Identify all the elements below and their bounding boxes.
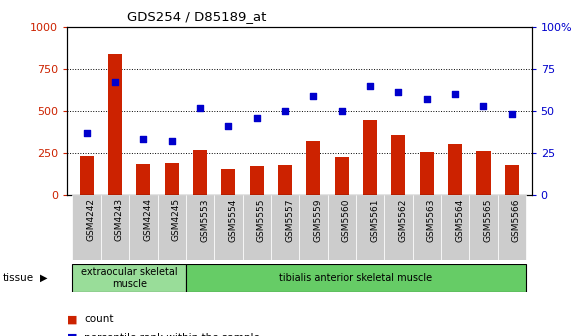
Bar — [392, 135, 406, 195]
Bar — [193, 151, 207, 195]
Text: GSM4245: GSM4245 — [171, 198, 181, 241]
Bar — [186, 195, 214, 260]
Bar — [186, 264, 526, 292]
Text: ■: ■ — [67, 333, 77, 336]
Bar — [497, 195, 526, 260]
Bar — [73, 264, 186, 292]
Bar — [137, 164, 150, 195]
Point — [365, 83, 375, 88]
Bar — [101, 195, 129, 260]
Bar — [476, 151, 490, 195]
Text: GSM5563: GSM5563 — [427, 198, 436, 242]
Text: GSM4243: GSM4243 — [115, 198, 124, 241]
Text: ▶: ▶ — [40, 273, 47, 283]
Point — [167, 138, 176, 144]
Bar — [221, 169, 235, 195]
Bar — [384, 195, 413, 260]
Bar — [108, 54, 122, 195]
Text: GSM5566: GSM5566 — [512, 198, 521, 242]
Text: GSM5557: GSM5557 — [285, 198, 294, 242]
Point — [82, 130, 91, 135]
Point — [394, 90, 403, 95]
Point — [281, 108, 290, 114]
Bar — [164, 163, 179, 195]
Point — [224, 123, 233, 129]
Text: GSM5553: GSM5553 — [200, 198, 209, 242]
Text: GSM5561: GSM5561 — [370, 198, 379, 242]
Text: GSM4242: GSM4242 — [87, 198, 96, 241]
Text: tissue: tissue — [3, 273, 34, 283]
Bar — [306, 141, 321, 195]
Bar — [129, 195, 157, 260]
Point — [195, 105, 205, 110]
Point — [507, 112, 517, 117]
Point — [479, 103, 488, 109]
Bar — [419, 152, 434, 195]
Bar — [80, 156, 94, 195]
Text: count: count — [84, 314, 114, 324]
Text: GSM5564: GSM5564 — [455, 198, 464, 242]
Bar — [469, 195, 497, 260]
Bar — [299, 195, 328, 260]
Bar — [328, 195, 356, 260]
Bar — [157, 195, 186, 260]
Bar — [278, 165, 292, 195]
Bar — [214, 195, 242, 260]
Text: GSM5554: GSM5554 — [228, 198, 238, 242]
Bar — [242, 195, 271, 260]
Text: GSM5565: GSM5565 — [483, 198, 493, 242]
Text: GSM5559: GSM5559 — [313, 198, 322, 242]
Point — [252, 115, 261, 120]
Bar — [363, 120, 377, 195]
Text: tibialis anterior skeletal muscle: tibialis anterior skeletal muscle — [279, 273, 432, 283]
Text: extraocular skeletal
muscle: extraocular skeletal muscle — [81, 267, 177, 289]
Point — [422, 96, 432, 102]
Bar — [413, 195, 441, 260]
Bar — [73, 195, 101, 260]
Point — [309, 93, 318, 98]
Bar — [505, 166, 519, 195]
Text: GSM5562: GSM5562 — [399, 198, 407, 242]
Text: ■: ■ — [67, 314, 77, 324]
Text: percentile rank within the sample: percentile rank within the sample — [84, 333, 260, 336]
Point — [110, 80, 120, 85]
Bar — [356, 195, 384, 260]
Text: GSM5560: GSM5560 — [342, 198, 351, 242]
Bar — [271, 195, 299, 260]
Text: GSM5555: GSM5555 — [257, 198, 266, 242]
Point — [450, 91, 460, 97]
Bar — [448, 144, 462, 195]
Text: GSM4244: GSM4244 — [144, 198, 152, 241]
Point — [337, 108, 346, 114]
Bar — [335, 157, 349, 195]
Point — [139, 137, 148, 142]
Bar — [441, 195, 469, 260]
Bar — [250, 166, 264, 195]
Text: GDS254 / D85189_at: GDS254 / D85189_at — [127, 10, 267, 23]
